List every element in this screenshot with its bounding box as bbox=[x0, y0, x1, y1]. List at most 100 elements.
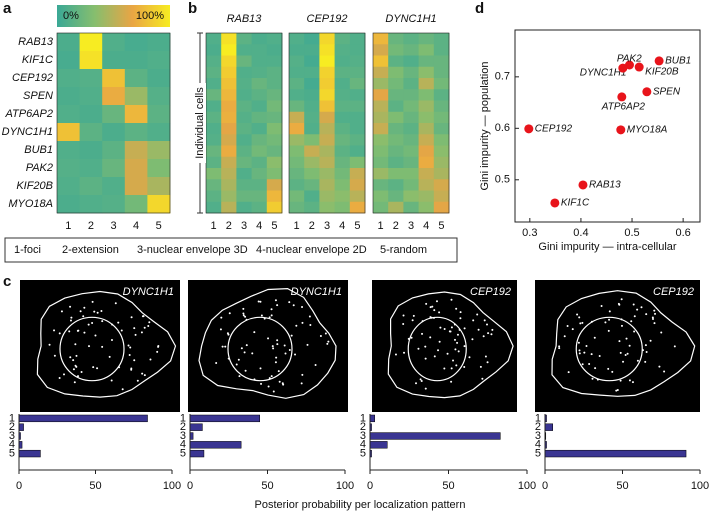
colorbar bbox=[57, 5, 170, 27]
spot bbox=[558, 347, 561, 350]
spot bbox=[622, 360, 625, 363]
spot bbox=[640, 306, 643, 309]
heatmap-cell bbox=[433, 55, 450, 68]
heatmap-cell bbox=[433, 111, 450, 124]
heatmap-cell bbox=[124, 87, 148, 106]
heatmap-cell bbox=[403, 156, 419, 169]
bar bbox=[189, 441, 242, 449]
point-label: KIF1C bbox=[561, 198, 590, 209]
heatmap-cell bbox=[388, 190, 404, 203]
heatmap-cell bbox=[403, 145, 419, 158]
heatmap-cell bbox=[124, 177, 148, 196]
spot bbox=[453, 338, 456, 341]
point bbox=[634, 62, 644, 72]
heatmap-cell bbox=[57, 123, 80, 142]
heatmap-cell bbox=[206, 89, 222, 101]
spot bbox=[476, 313, 479, 316]
heatmap-cell bbox=[266, 156, 283, 169]
point bbox=[654, 56, 664, 66]
spot bbox=[72, 368, 75, 371]
point-label: RAB13 bbox=[589, 180, 621, 191]
spot bbox=[620, 298, 623, 301]
spot bbox=[127, 344, 130, 347]
spot bbox=[148, 321, 151, 324]
heatmap-cell bbox=[206, 201, 222, 214]
heatmap-frame bbox=[372, 32, 450, 214]
heatmap-cell bbox=[289, 134, 305, 146]
spot bbox=[578, 352, 581, 355]
spot bbox=[431, 305, 434, 308]
heatmap-cell bbox=[334, 33, 351, 45]
heatmap-cell bbox=[124, 69, 148, 88]
heatmap-cell bbox=[206, 190, 222, 203]
heatmap-cell bbox=[349, 201, 366, 214]
heatmap-cell bbox=[349, 168, 366, 180]
spot bbox=[75, 365, 78, 368]
spot bbox=[96, 367, 99, 370]
spot bbox=[417, 347, 420, 350]
heatmap-cell bbox=[334, 134, 351, 146]
heatmap-cell bbox=[304, 89, 320, 101]
spot bbox=[443, 327, 446, 330]
spot bbox=[134, 333, 137, 336]
heatmap-cell bbox=[373, 156, 389, 169]
spot bbox=[598, 355, 601, 358]
heatmap-cell bbox=[304, 168, 320, 180]
bar bbox=[189, 449, 205, 458]
spot bbox=[491, 328, 494, 331]
spot bbox=[308, 315, 311, 318]
spot bbox=[663, 370, 666, 373]
heatmap-cell bbox=[289, 190, 305, 203]
heatmap-cell bbox=[418, 145, 435, 158]
spot bbox=[240, 347, 243, 350]
heatmap-cell bbox=[334, 66, 351, 79]
heatmap-cell bbox=[373, 134, 389, 146]
spot bbox=[58, 376, 61, 379]
spot bbox=[453, 323, 456, 326]
spot bbox=[577, 341, 580, 344]
heatmap-cell bbox=[79, 33, 103, 52]
bar bbox=[544, 423, 553, 431]
spot bbox=[658, 365, 661, 368]
heatmap-cell bbox=[236, 33, 252, 45]
heatmap-cell bbox=[206, 66, 222, 79]
spot bbox=[594, 367, 597, 370]
x-tick-label: 3 bbox=[324, 220, 330, 232]
spot bbox=[267, 385, 270, 388]
heatmap-cell bbox=[388, 66, 404, 79]
heatmap-cell bbox=[57, 87, 80, 106]
heatmap-cell bbox=[206, 123, 222, 135]
x-tick-label: 0.4 bbox=[573, 227, 588, 239]
heatmap-cell bbox=[319, 78, 335, 90]
heatmap-cell bbox=[236, 89, 252, 101]
cell-image bbox=[20, 280, 180, 412]
bar bbox=[369, 432, 501, 440]
cell-image bbox=[372, 280, 517, 412]
spot bbox=[424, 357, 427, 360]
heatmap-cell bbox=[236, 201, 252, 214]
spot bbox=[651, 317, 654, 320]
heatmap-cell bbox=[418, 33, 435, 45]
y-tick-label: SPEN bbox=[23, 90, 53, 102]
heatmap-cell bbox=[124, 159, 148, 178]
heatmap-cell bbox=[236, 134, 252, 146]
spot bbox=[245, 318, 248, 321]
heatmap-cell bbox=[349, 55, 366, 68]
heatmap-cell bbox=[124, 51, 148, 70]
heatmap-cell bbox=[403, 190, 419, 203]
heatmap-cell bbox=[266, 168, 283, 180]
heatmap-cell bbox=[251, 168, 268, 180]
panel-label: b bbox=[188, 0, 197, 17]
point bbox=[578, 180, 588, 190]
heatmap-cell bbox=[251, 100, 268, 113]
heatmap-cell bbox=[304, 123, 320, 135]
heatmap-cell bbox=[388, 89, 404, 101]
heatmap-cell bbox=[221, 78, 237, 90]
heatmap-cell bbox=[221, 111, 237, 124]
heatmap-cell bbox=[319, 100, 335, 113]
heatmap-cell bbox=[433, 33, 450, 45]
spot bbox=[484, 355, 487, 358]
spot bbox=[70, 316, 73, 319]
heatmap-cell bbox=[373, 33, 389, 45]
heatmap-cell bbox=[304, 190, 320, 203]
